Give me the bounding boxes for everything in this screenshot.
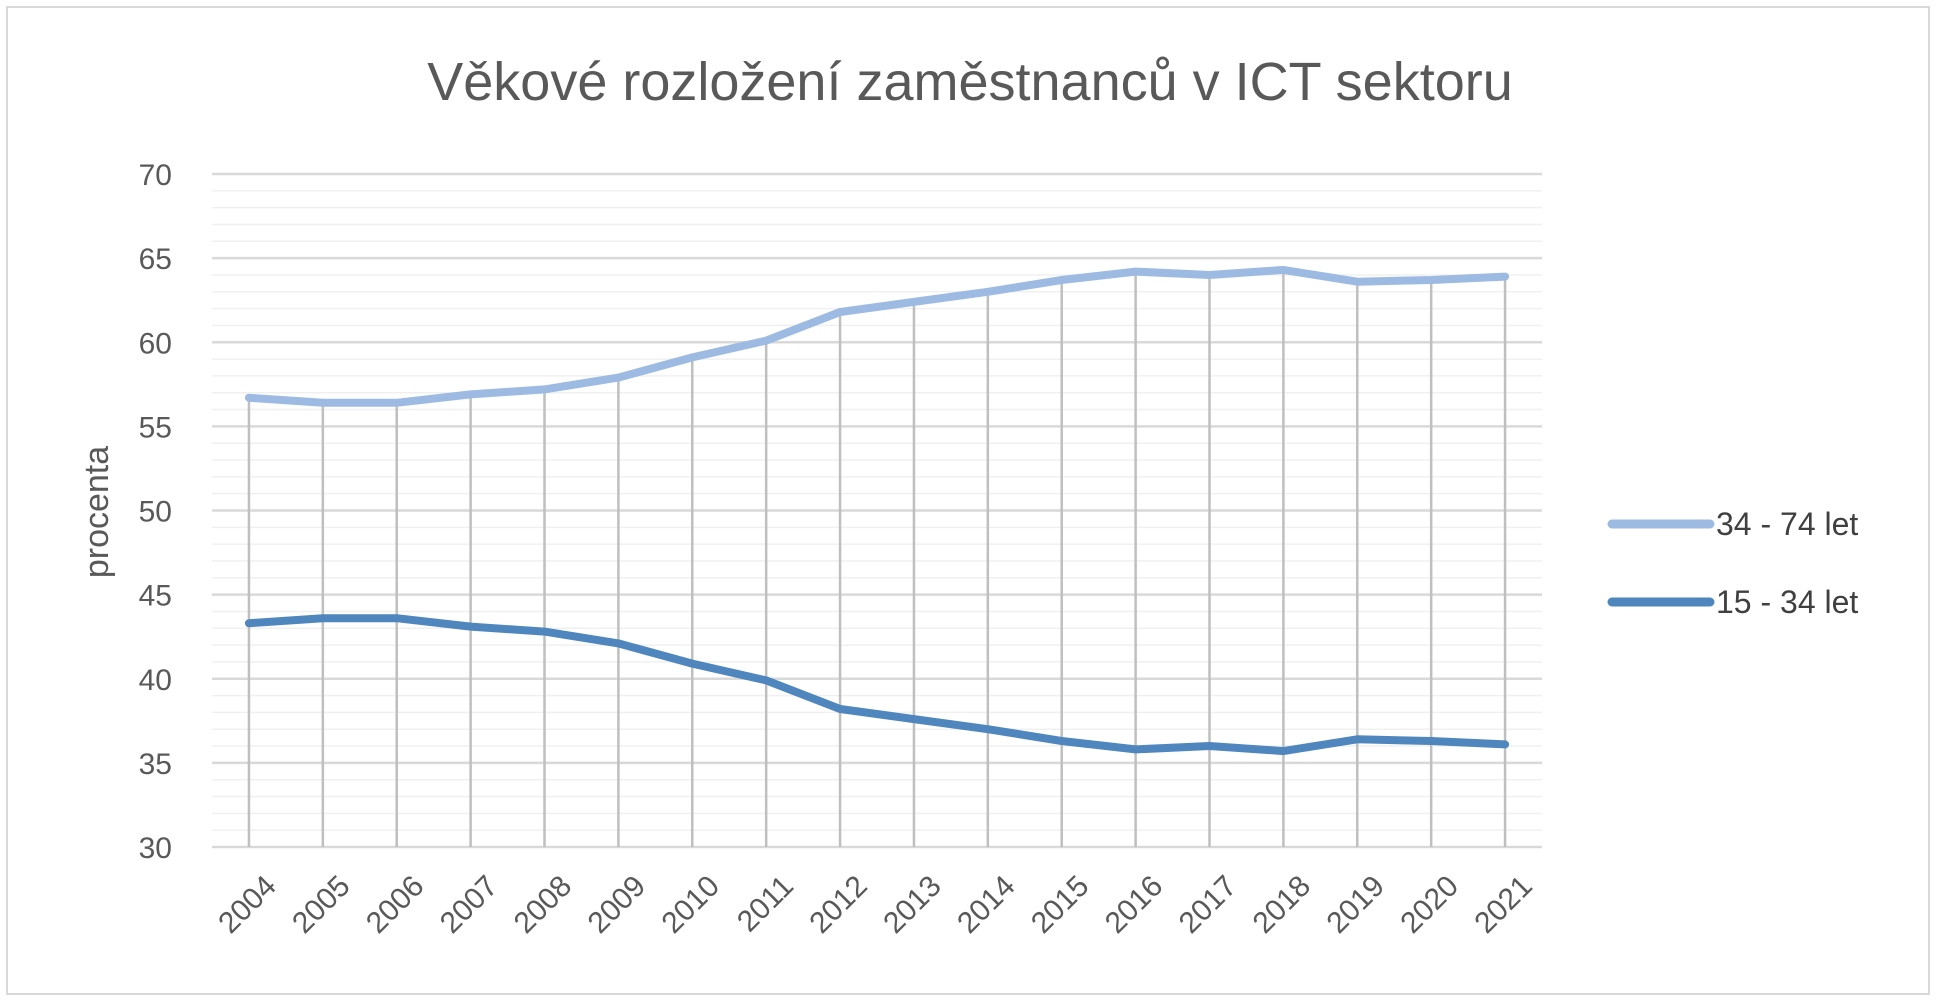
y-tick-label: 40: [139, 664, 172, 697]
chart-title: Věkové rozložení zaměstnanců v ICT sekto…: [427, 52, 1513, 112]
x-tick-label: 2007: [434, 869, 505, 940]
x-tick-label: 2014: [951, 869, 1022, 940]
x-tick-label: 2011: [731, 869, 800, 938]
legend-label: 15 - 34 let: [1716, 584, 1858, 620]
y-axis-label: procenta: [78, 446, 116, 578]
x-tick-label: 2020: [1394, 869, 1465, 940]
legend: 34 - 74 let 15 - 34 let: [1607, 506, 1858, 620]
x-tick-label: 2015: [1025, 869, 1096, 940]
x-tick-label: 2012: [803, 869, 874, 940]
y-tick-label: 35: [139, 748, 172, 781]
y-tick-label: 65: [139, 243, 172, 276]
y-tick-label: 70: [139, 159, 172, 192]
x-tick-label: 2018: [1247, 869, 1318, 940]
grid: [212, 172, 1542, 849]
legend-label: 34 - 74 let: [1716, 506, 1858, 542]
y-axis-ticks: 30 35 40 45 50 55 60 65 70: [139, 159, 172, 865]
series-lines: [244, 265, 1510, 756]
x-tick-label: 2005: [286, 869, 357, 940]
x-tick-label: 2004: [212, 869, 283, 940]
y-tick-label: 45: [139, 580, 172, 613]
y-tick-label: 55: [139, 411, 172, 444]
y-tick-label: 60: [139, 327, 172, 360]
x-tick-label: 2006: [360, 869, 431, 940]
x-tick-label: 2016: [1099, 869, 1170, 940]
x-axis-ticks: 2004 2005 2006 2007 2008 2009 2010 2011 2012 2013…: [212, 869, 1539, 940]
x-tick-label: 2021: [1468, 869, 1539, 940]
y-tick-label: 30: [139, 832, 172, 865]
series-line-1: [244, 265, 1510, 407]
x-tick-label: 2017: [1173, 869, 1244, 940]
x-tick-label: 2008: [508, 869, 579, 940]
y-tick-label: 50: [139, 496, 172, 529]
x-tick-label: 2010: [656, 869, 727, 940]
x-tick-label: 2009: [582, 869, 653, 940]
series-line-2: [244, 614, 1510, 756]
x-tick-label: 2013: [877, 869, 948, 940]
x-tick-label: 2019: [1321, 869, 1392, 940]
